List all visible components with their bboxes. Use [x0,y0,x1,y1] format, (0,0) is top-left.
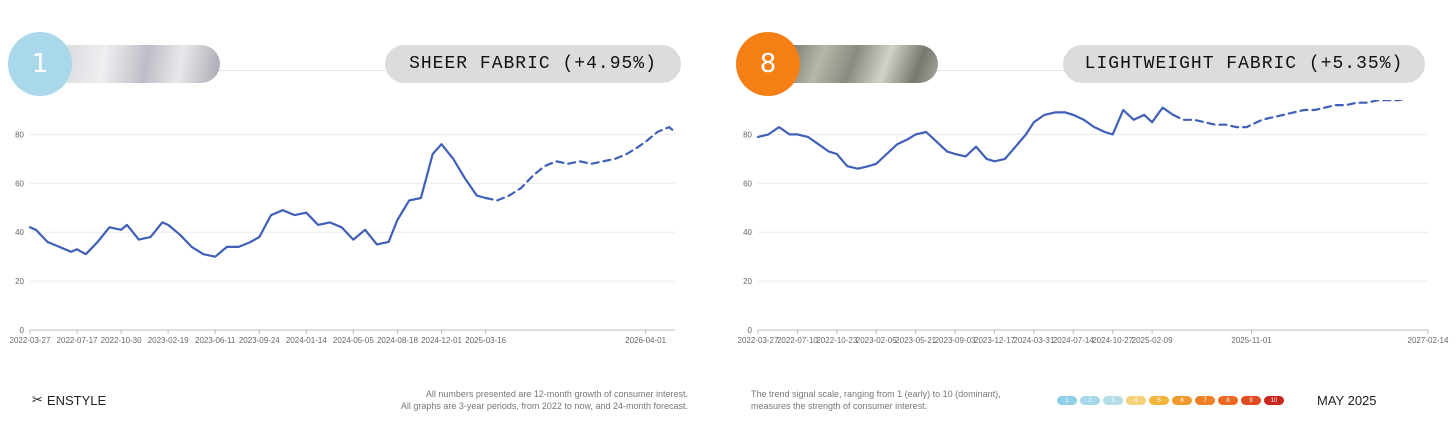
y-tick-label: 80 [743,130,752,139]
scale-note: The trend signal scale, ranging from 1 (… [751,388,1001,412]
x-tick-label: 2022-10-23 [816,336,857,345]
x-tick-label: 2022-07-10 [777,336,818,345]
scale-note-line-2: measures the strength of consumer intere… [751,401,928,411]
x-tick-label: 2024-10-27 [1092,336,1133,345]
history-line [756,106,1175,170]
brand-name: ENSTYLE [46,392,107,408]
x-tick-label: 2025-03-16 [465,336,506,345]
trend-panel-sheer-fabric: 1 SHEER FABRIC (+4.95%) 0 20 40 60 80 2022-03… [0,0,728,380]
scale-level-7: 7 [1195,396,1215,405]
scale-level-9: 9 [1241,396,1261,405]
x-tick-label: 2024-08-18 [377,336,418,345]
y-tick-label: 80 [15,130,24,139]
trend-signal-scale: 1 2 3 4 5 6 7 8 9 10 [1057,396,1284,405]
scale-level-6: 6 [1172,396,1192,405]
report-date: MAY 2025 [1317,393,1377,408]
lightweight-fabric-thumbnail [783,45,938,83]
y-tick-label: 40 [15,228,24,237]
forecast-line [484,126,677,202]
trend-chart-lightweight-fabric: 0204060802022-03-272022-07-102022-10-232… [738,100,1449,345]
x-tick-label: 2024-12-01 [421,336,462,345]
x-tick-label: 2022-07-17 [57,336,98,345]
methodology-note: All numbers presented are 12-month growt… [401,388,688,412]
sheer-fabric-thumbnail [55,45,220,83]
x-tick-label: 2024-01-14 [286,336,327,345]
x-tick-label: 2022-03-27 [10,336,51,345]
y-tick-label: 60 [15,179,24,188]
scissors-icon: ✂ [32,392,43,407]
x-tick-label: 2025-11-01 [1231,336,1272,345]
methodology-line-1: All numbers presented are 12-month growt… [425,389,688,399]
scale-level-3: 3 [1103,396,1123,405]
history-line [28,143,487,258]
scale-level-4: 4 [1126,396,1146,405]
y-tick-label: 20 [15,277,24,286]
rank-badge: 8 [736,32,800,96]
trend-panel-lightweight-fabric: 8 LIGHTWEIGHT FABRIC (+5.35%) 0 20 40 60 80 2… [728,0,1456,380]
y-tick-label: 0 [20,326,25,335]
scale-level-1: 1 [1057,396,1077,405]
methodology-line-2: All graphs are 3-year periods, from 2022… [400,401,688,411]
x-tick-label: 2022-10-30 [101,336,142,345]
x-tick-label: 2023-09-24 [239,336,280,345]
trend-title: SHEER FABRIC (+4.95%) [385,45,681,83]
rank-badge: 1 [8,32,72,96]
trend-title: LIGHTWEIGHT FABRIC (+5.35%) [1063,45,1425,83]
footer: ✂ ENSTYLE All numbers presented are 12-m… [0,380,1456,432]
x-tick-label: 2023-09-03 [935,336,976,345]
x-tick-label: 2027-02-14 [1408,336,1449,345]
x-tick-label: 2024-05-05 [333,336,374,345]
y-tick-label: 60 [743,179,752,188]
scale-level-10: 10 [1264,396,1284,405]
y-tick-label: 0 [748,326,753,335]
x-tick-label: 2022-03-27 [738,336,779,345]
x-tick-label: 2025-02-09 [1132,336,1173,345]
header-divider [60,70,680,71]
scale-level-8: 8 [1218,396,1238,405]
x-tick-label: 2023-02-05 [856,336,897,345]
x-tick-label: 2023-05-21 [895,336,936,345]
trend-chart-sheer-fabric: 0 20 40 60 80 2022-03-27 2022-07-17 2022-10-30 2… [10,126,677,345]
scale-level-2: 2 [1080,396,1100,405]
x-tick-label: 2024-03-31 [1013,336,1054,345]
scale-level-5: 5 [1149,396,1169,405]
x-tick-label: 2026-04-01 [625,336,666,345]
brand-logo[interactable]: ✂ ENSTYLE [32,392,106,408]
scale-note-line-1: The trend signal scale, ranging from 1 (… [751,389,1001,399]
x-tick-label: 2023-06-11 [195,336,236,345]
forecast-line [1172,100,1405,129]
y-tick-label: 20 [743,277,752,286]
x-tick-label: 2024-07-14 [1053,336,1094,345]
x-tick-label: 2023-12-17 [974,336,1015,345]
x-tick-label: 2023-02-19 [148,336,189,345]
y-tick-label: 40 [743,228,752,237]
